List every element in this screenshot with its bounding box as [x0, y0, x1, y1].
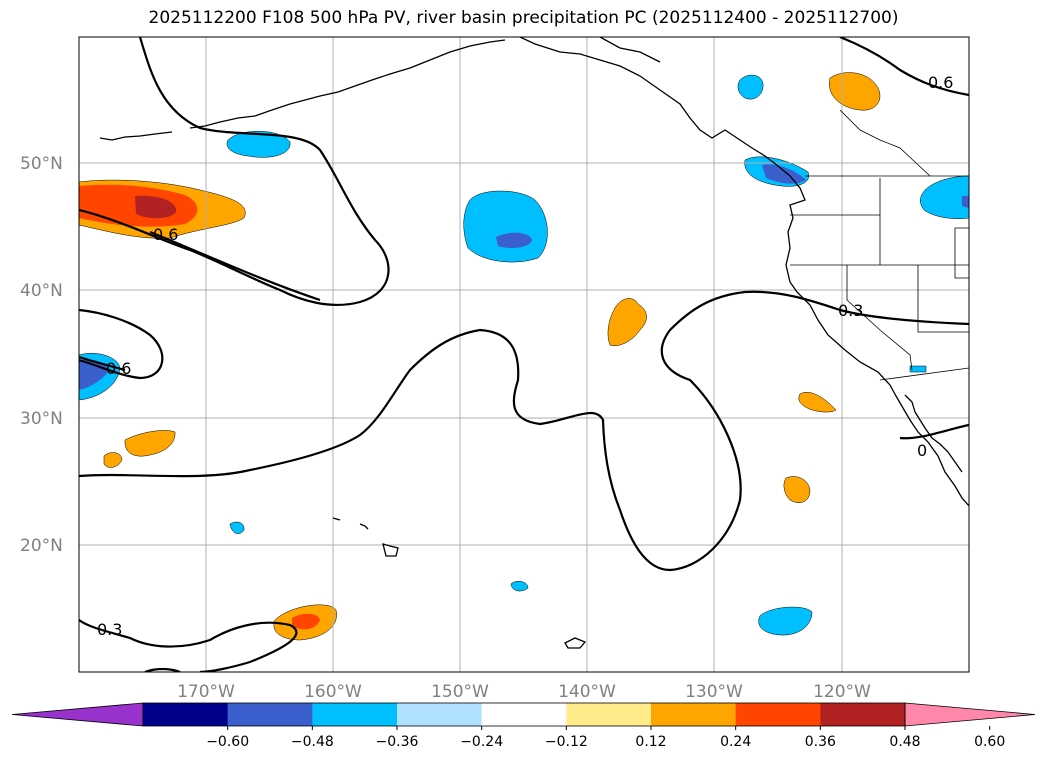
precip-negative-blob: [758, 606, 813, 636]
colorbar-tick-label: −0.60: [206, 734, 249, 750]
precip-negative-blob: [229, 521, 245, 534]
contour-label: 0: [917, 441, 927, 460]
colorbar-over-triangle: [904, 702, 1036, 727]
lon-axis: 170°W 160°W 150°W 140°W 130°W 120°W: [177, 682, 871, 702]
colorbar-segment: [820, 703, 906, 726]
colorbar-tick-label: 0.12: [635, 734, 666, 750]
precip-positive-blob: [783, 476, 811, 503]
precip-negative-blob: [762, 164, 806, 184]
political-borders: [790, 109, 969, 381]
precip-negative-blob: [463, 190, 548, 263]
pv-contours: [79, 37, 969, 672]
precip-negative-blob: [226, 131, 291, 158]
precip-negative-blob: [510, 580, 529, 592]
contour-label: 0.6: [106, 359, 131, 378]
precip-negative-blob: [909, 365, 927, 373]
precip-negative-blob: [496, 232, 532, 248]
map-title: 2025112200 F108 500 hPa PV, river basin …: [148, 8, 899, 28]
lat-label: 40°N: [20, 281, 63, 301]
map-panel: 0.6 0.6 0.6 0.3 0.3 0: [79, 37, 969, 672]
lat-label: 20°N: [20, 536, 63, 556]
precip-positive-blob: [135, 195, 177, 219]
coastlines: [99, 37, 969, 649]
lon-label: 130°W: [685, 682, 743, 702]
lat-label: 30°N: [20, 409, 63, 429]
colorbar-segment: [566, 703, 652, 726]
lon-label: 120°W: [813, 682, 871, 702]
precip-positive-blob: [798, 392, 837, 413]
colorbar-tick-label: −0.48: [291, 734, 334, 750]
colorbar-frame: [142, 702, 906, 727]
contour-label: 0.6: [153, 225, 178, 244]
contour-label: 0.3: [97, 620, 122, 639]
contour-label: 0.6: [928, 73, 953, 92]
precip-negative-blob: [920, 175, 969, 219]
graticule: [79, 37, 969, 672]
precip-positive-blob: [607, 298, 647, 346]
colorbar-segment: [312, 703, 398, 726]
colorbar-segment: [651, 703, 737, 726]
colorbar-tick-label: −0.12: [545, 734, 588, 750]
precip-fills: [79, 72, 969, 641]
lon-label: 170°W: [177, 682, 235, 702]
colorbar-segment: [227, 703, 313, 726]
colorbar-tick-label: 0.60: [974, 734, 1005, 750]
colorbar-tick-label: −0.24: [460, 734, 503, 750]
precip-positive-blob: [292, 613, 320, 630]
colorbar-tick-label: 0.24: [720, 734, 751, 750]
lat-axis: 50°N 40°N 30°N 20°N: [20, 154, 63, 556]
colorbar-tick-label: −0.36: [376, 734, 419, 750]
colorbar: −0.60 −0.48 −0.36 −0.24 −0.12 0.12 0.24 0.36 0.4…: [11, 702, 1036, 750]
colorbar-under-triangle: [11, 702, 144, 727]
colorbar-segment: [143, 703, 229, 726]
contour-labels: 0.6 0.6 0.6 0.3 0.3 0: [97, 73, 953, 639]
lat-label: 50°N: [20, 154, 63, 174]
map-frame: [78, 36, 970, 673]
precip-negative-blob: [737, 74, 764, 100]
precip-positive-blob: [103, 452, 123, 468]
colorbar-segment: [735, 703, 821, 726]
colorbar-segment: [397, 703, 483, 726]
colorbar-tick-label: 0.36: [805, 734, 836, 750]
precip-positive-blob: [124, 430, 176, 457]
lon-label: 160°W: [304, 682, 362, 702]
contour-label: 0.3: [838, 301, 863, 320]
colorbar-tick-label: 0.48: [889, 734, 920, 750]
precip-negative-blob: [962, 196, 969, 208]
precip-positive-blob: [829, 72, 881, 111]
lon-label: 140°W: [558, 682, 616, 702]
colorbar-segment: [481, 703, 567, 726]
lon-label: 150°W: [431, 682, 489, 702]
